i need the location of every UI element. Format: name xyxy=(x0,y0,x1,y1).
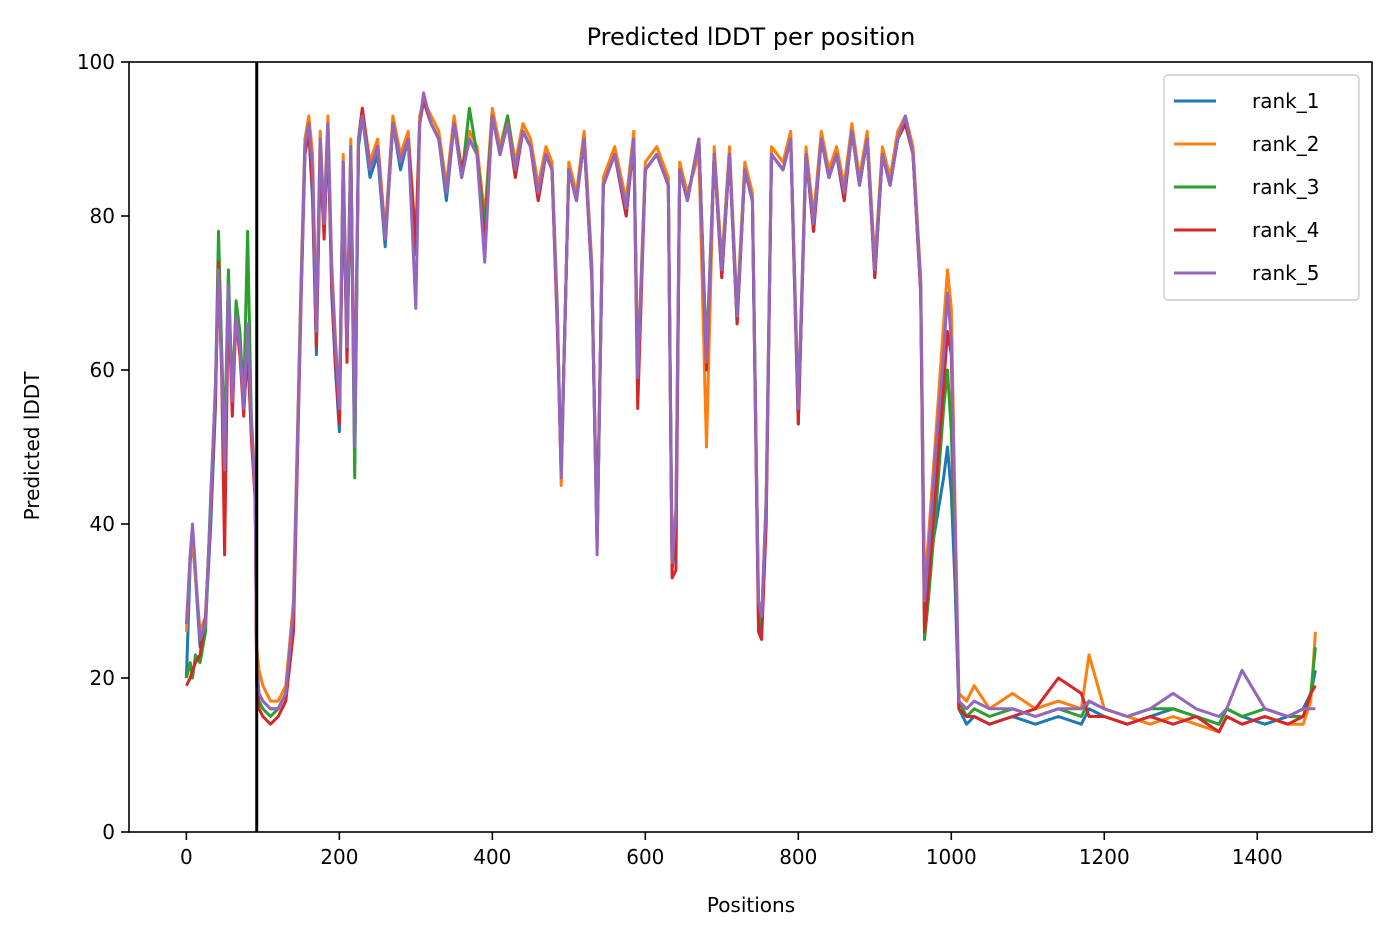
y-axis: 0 20 40 60 80 100 xyxy=(77,50,129,844)
legend-label-rank_4: rank_4 xyxy=(1252,218,1319,242)
x-tick-label: 600 xyxy=(626,845,664,869)
x-tick-label: 1200 xyxy=(1079,845,1130,869)
x-tick-label: 200 xyxy=(320,845,358,869)
y-tick-label: 100 xyxy=(77,50,115,74)
plot-frame xyxy=(128,61,1373,833)
y-tick-label: 20 xyxy=(90,666,115,690)
x-tick-label: 0 xyxy=(180,845,193,869)
chart-title: Predicted lDDT per position xyxy=(587,23,916,51)
x-tick-label: 1000 xyxy=(926,845,977,869)
legend-label-rank_2: rank_2 xyxy=(1252,132,1319,156)
legend-label-rank_5: rank_5 xyxy=(1252,261,1319,285)
x-axis: 0 200 400 600 800 1000 1200 1400 xyxy=(180,832,1283,869)
legend: rank_1 rank_2 rank_3 rank_4 rank_5 xyxy=(1163,74,1360,301)
y-axis-label: Predicted lDDT xyxy=(20,371,44,521)
y-tick-label: 0 xyxy=(102,820,115,844)
x-tick-label: 800 xyxy=(779,845,817,869)
y-tick-label: 80 xyxy=(90,204,115,228)
legend-label-rank_3: rank_3 xyxy=(1252,175,1319,199)
y-tick-label: 60 xyxy=(90,358,115,382)
plot-lines xyxy=(184,91,1317,734)
x-tick-label: 400 xyxy=(473,845,511,869)
legend-box xyxy=(1163,74,1360,301)
legend-label-rank_1: rank_1 xyxy=(1252,89,1319,113)
series-line-rank_5 xyxy=(184,91,1316,718)
x-tick-label: 1400 xyxy=(1232,845,1283,869)
y-tick-label: 40 xyxy=(90,512,115,536)
x-axis-label: Positions xyxy=(707,893,795,917)
